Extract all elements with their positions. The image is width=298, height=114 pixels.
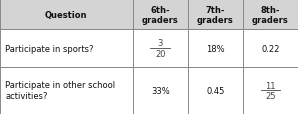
Text: Question: Question [45,11,88,20]
Text: 20: 20 [155,49,165,58]
Text: 18%: 18% [206,44,225,53]
Bar [0,30,133,67]
Bar [243,30,298,67]
Bar [0,0,133,30]
Text: 7th-
graders: 7th- graders [197,6,234,25]
Text: Participate in sports?: Participate in sports? [5,44,94,53]
Bar [243,67,298,114]
Text: 8th-
graders: 8th- graders [252,6,289,25]
Text: 6th-
graders: 6th- graders [142,6,179,25]
Text: Participate in other school
activities?: Participate in other school activities? [5,81,116,101]
Text: 0.45: 0.45 [206,86,224,95]
Bar [133,30,188,67]
Bar [188,0,243,30]
Bar [243,0,298,30]
Text: 3: 3 [157,39,163,48]
Bar [133,67,188,114]
Bar [188,67,243,114]
Bar [133,0,188,30]
Text: 33%: 33% [151,86,170,95]
Bar [0,67,133,114]
Text: 0.22: 0.22 [261,44,280,53]
Bar [188,30,243,67]
Text: 25: 25 [265,91,276,100]
Text: 11: 11 [265,81,276,90]
